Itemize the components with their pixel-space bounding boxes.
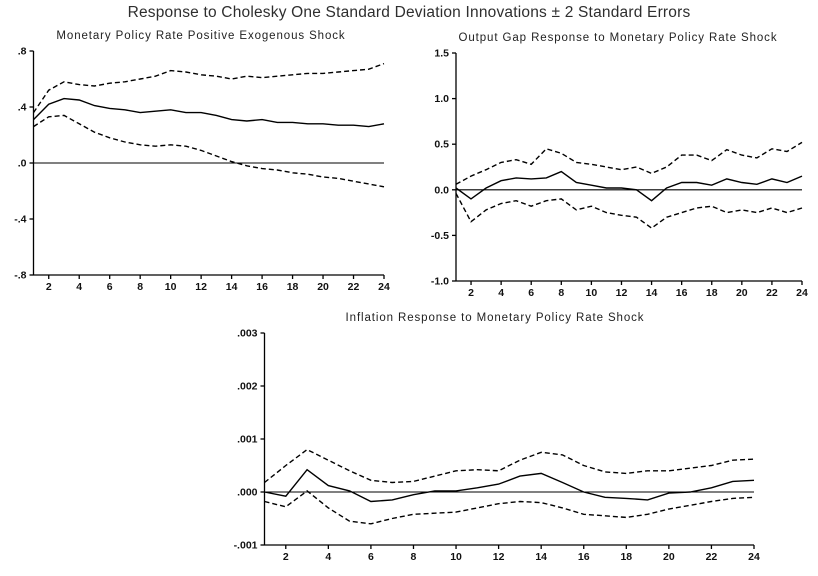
x-tick-label: 22 xyxy=(348,281,360,293)
x-tick-label: 20 xyxy=(736,287,748,299)
y-tick-label: -.001 xyxy=(234,540,258,552)
x-tick-label: 16 xyxy=(578,551,590,563)
x-tick-label: 8 xyxy=(411,551,417,563)
y-tick-label: -1.0 xyxy=(431,276,449,288)
y-tick-label: 0.5 xyxy=(434,139,449,151)
x-tick-label: 20 xyxy=(663,551,675,563)
y-tick-label: .0 xyxy=(18,158,27,170)
series-response xyxy=(455,170,803,202)
series-response xyxy=(33,97,385,128)
x-tick-label: 14 xyxy=(226,281,238,293)
y-tick-label: 1.5 xyxy=(434,48,449,60)
y-tick-label: .4 xyxy=(18,102,27,114)
x-tick-label: 6 xyxy=(368,551,374,563)
x-tick-label: 12 xyxy=(493,551,505,563)
series-lower-band xyxy=(264,490,755,525)
series-lower-band xyxy=(33,114,385,188)
chart-title: Monetary Policy Rate Positive Exogenous … xyxy=(56,30,346,42)
x-tick-label: 18 xyxy=(287,281,299,293)
y-tick-label: -.8 xyxy=(14,270,26,282)
chart-monetary-policy-shock: Monetary Policy Rate Positive Exogenous … xyxy=(4,30,398,302)
y-tick-label: .8 xyxy=(18,46,27,58)
y-tick-label: -.4 xyxy=(14,214,26,226)
series-upper-band xyxy=(32,62,385,113)
x-tick-label: 4 xyxy=(325,551,331,563)
y-tick-label: .001 xyxy=(237,434,258,446)
x-tick-label: 16 xyxy=(676,287,688,299)
x-tick-label: 24 xyxy=(748,551,760,563)
x-tick-label: 16 xyxy=(256,281,268,293)
x-tick-label: 18 xyxy=(706,287,718,299)
x-tick-label: 2 xyxy=(468,287,474,299)
x-tick-label: 22 xyxy=(706,551,718,563)
x-tick-label: 12 xyxy=(195,281,207,293)
series-upper-band xyxy=(455,141,803,185)
x-tick-label: 12 xyxy=(616,287,628,299)
x-tick-label: 24 xyxy=(378,281,390,293)
x-tick-label: 10 xyxy=(165,281,177,293)
figure-title: Response to Cholesky One Standard Deviat… xyxy=(127,4,691,21)
x-tick-label: 4 xyxy=(76,281,82,293)
y-tick-label: 1.0 xyxy=(434,93,449,105)
y-tick-label: -0.5 xyxy=(431,230,449,242)
chart-title: Output Gap Response to Monetary Policy R… xyxy=(458,32,778,44)
x-tick-label: 10 xyxy=(586,287,598,299)
series-response xyxy=(264,468,755,503)
x-tick-label: 18 xyxy=(620,551,632,563)
y-tick-label: .000 xyxy=(237,487,258,499)
x-tick-label: 20 xyxy=(317,281,329,293)
y-tick-label: .002 xyxy=(237,381,258,393)
chart-inflation-response: Inflation Response to Monetary Policy Ra… xyxy=(222,312,768,572)
chart-plot-area: 1.5 1.0 0.5 0.0 -0.5 -1.0 2 4 6 8 10 12 14 16 18 20 22 24 xyxy=(420,45,816,308)
x-tick-label: 6 xyxy=(107,281,113,293)
chart-plot-area: .003.002.001.000 -.001 2 4 6 8 10 12 14 16 18 20 22 2… xyxy=(222,325,768,572)
chart-canvas: .8.4.0-.4-.82 4 6 8 10 12 14 16 18 20 22 24 xyxy=(14,46,390,294)
x-tick-label: 24 xyxy=(796,287,808,299)
y-tick-label: .003 xyxy=(237,328,258,340)
x-tick-label: 4 xyxy=(498,287,504,299)
y-tick-label: 0.0 xyxy=(434,184,449,196)
chart-canvas: 1.51.00.50.0-0.5-1.02 4 6 8 10 12 14 16 18 20 22 24 xyxy=(431,48,808,300)
x-tick-label: 22 xyxy=(766,287,778,299)
x-tick-label: 14 xyxy=(646,287,658,299)
series-upper-band xyxy=(264,448,755,484)
x-tick-label: 2 xyxy=(46,281,52,293)
x-tick-label: 8 xyxy=(137,281,143,293)
x-tick-label: 6 xyxy=(528,287,534,299)
x-tick-label: 2 xyxy=(283,551,289,563)
chart-output-gap-response: Output Gap Response to Monetary Policy R… xyxy=(420,32,816,308)
x-tick-label: 14 xyxy=(535,551,547,563)
chart-plot-area: .8.4.0 -.4 -.8 2 4 6 8 10 12 14 16 18 20 22 24 xyxy=(4,43,398,302)
chart-title: Inflation Response to Monetary Policy Ra… xyxy=(345,312,645,324)
series-lower-band xyxy=(455,193,803,229)
x-tick-label: 8 xyxy=(558,287,564,299)
x-tick-label: 10 xyxy=(450,551,462,563)
